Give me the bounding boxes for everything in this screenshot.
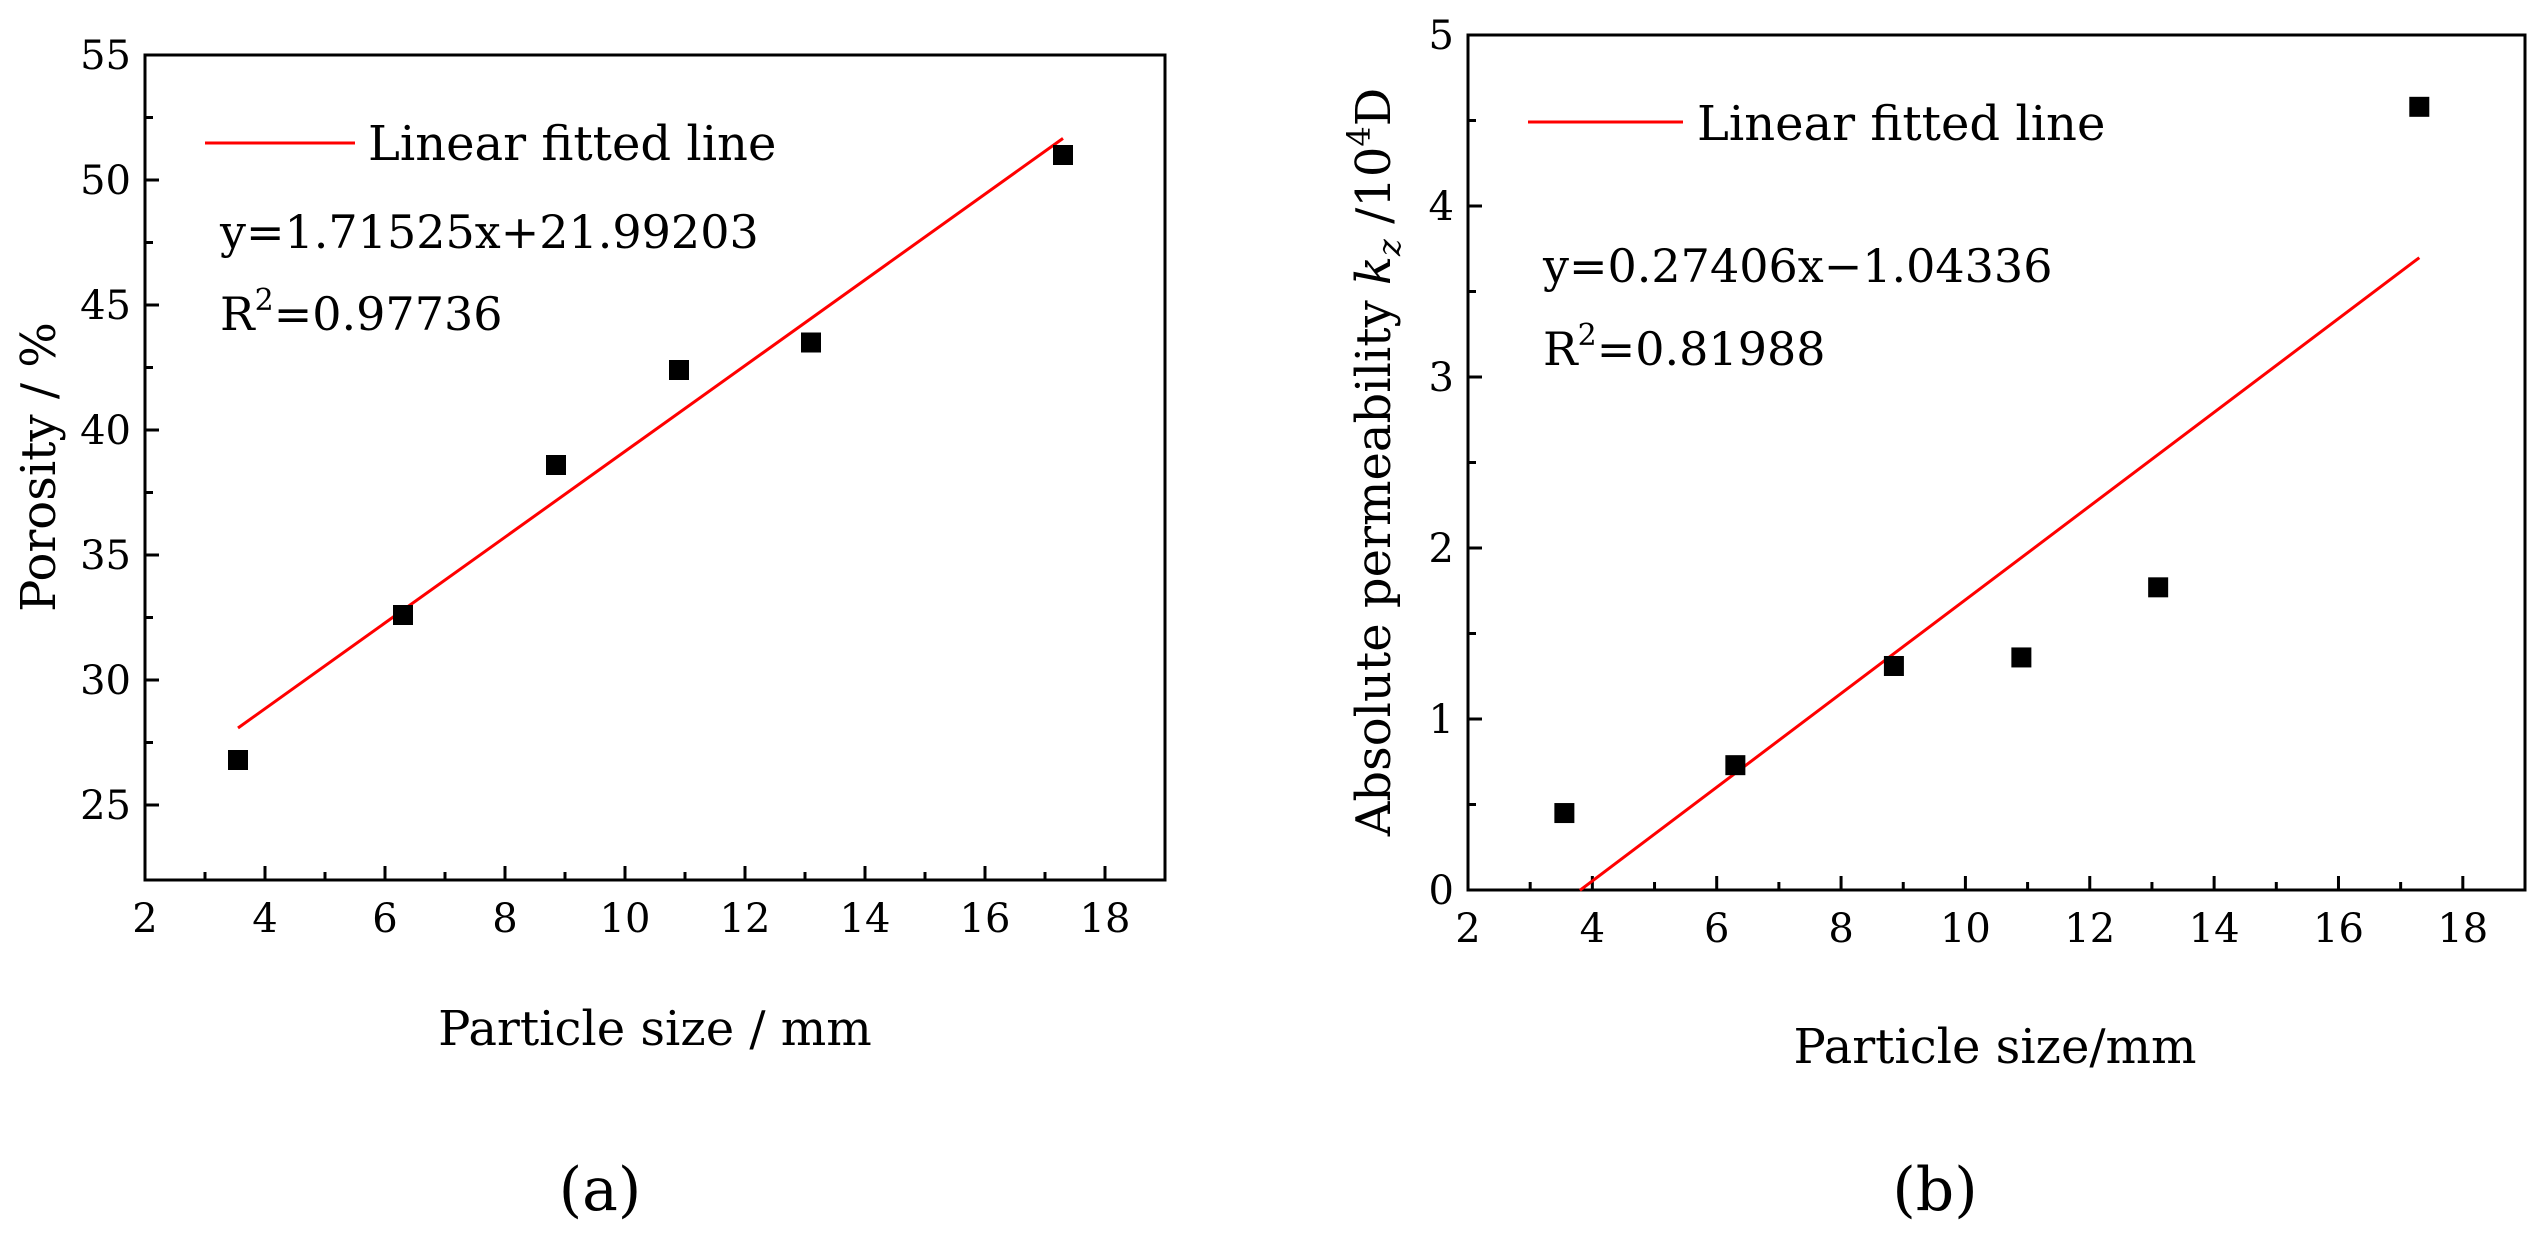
x-tick-label: 8 xyxy=(1828,906,1853,952)
x-tick-label: 12 xyxy=(720,896,771,942)
x-tick-label: 2 xyxy=(1455,906,1480,952)
data-point xyxy=(2148,577,2169,598)
y-tick-label: 40 xyxy=(80,408,131,454)
data-point xyxy=(2011,647,2032,668)
x-tick-label: 6 xyxy=(1704,906,1729,952)
y-tick-label: 2 xyxy=(1429,526,1454,572)
chart-panel-a: 2 4 6 8 10 12 14 16 18 25 30 35 40 45 50 55 Linear fitt… xyxy=(11,33,1167,1225)
legend-label: Linear fitted line xyxy=(368,116,776,172)
y-tick-label: 50 xyxy=(80,158,131,204)
fit-equation: y=0.27406x−1.04336 xyxy=(1542,239,2052,293)
x-axis-label: Particle size/mm xyxy=(1793,1019,2196,1075)
y-tick-label: 1 xyxy=(1429,697,1454,743)
y-tick-label: 30 xyxy=(80,658,131,704)
fit-line xyxy=(1579,256,2421,892)
x-axis-label: Particle size / mm xyxy=(438,1001,872,1057)
plot-area-frame xyxy=(1466,33,2527,892)
x-tick-label: 2 xyxy=(132,896,157,942)
y-tick-label: 4 xyxy=(1429,184,1454,230)
x-tick-label: 18 xyxy=(2437,906,2488,952)
fit-line xyxy=(237,137,1064,730)
x-tick-label: 16 xyxy=(2313,906,2364,952)
data-point xyxy=(801,332,821,353)
panel-label-b: (b) xyxy=(1892,1155,1977,1225)
axis-ticks: 2 4 6 8 10 12 14 16 18 25 30 35 40 45 50 55 xyxy=(80,33,1130,942)
x-tick-label: 12 xyxy=(2064,906,2115,952)
y-axis-label: Absolute permeability kz /104D xyxy=(1340,88,1408,838)
x-tick-label: 10 xyxy=(600,896,651,942)
x-tick-label: 6 xyxy=(372,896,397,942)
data-point xyxy=(546,455,566,475)
panel-label-a: (a) xyxy=(559,1155,642,1225)
data-point xyxy=(1554,803,1575,824)
x-tick-label: 4 xyxy=(1580,906,1605,952)
x-tick-label: 4 xyxy=(252,896,277,942)
x-tick-label: 16 xyxy=(960,896,1011,942)
data-point xyxy=(2409,96,2430,117)
data-point xyxy=(1883,655,1904,676)
y-tick-label: 35 xyxy=(80,533,131,579)
y-tick-label: 25 xyxy=(80,783,131,829)
data-point xyxy=(1053,145,1073,165)
data-points xyxy=(228,145,1073,770)
data-point xyxy=(669,360,689,380)
fit-line-layer xyxy=(237,137,1064,730)
y-tick-label: 3 xyxy=(1429,355,1454,401)
data-points xyxy=(1554,96,2430,824)
r-squared: R2=0.97736 xyxy=(220,283,503,341)
fit-equation: y=1.71525x+21.99203 xyxy=(219,205,759,259)
x-tick-label: 8 xyxy=(492,896,517,942)
y-tick-label: 0 xyxy=(1429,868,1454,914)
plot-area-frame xyxy=(143,53,1167,882)
legend-label: Linear fitted line xyxy=(1697,96,2105,152)
x-tick-label: 18 xyxy=(1080,896,1131,942)
data-point xyxy=(228,750,248,770)
y-axis-label: Porosity / % xyxy=(11,322,67,612)
x-tick-label: 14 xyxy=(840,896,891,942)
y-tick-label: 55 xyxy=(80,33,131,79)
fit-line-layer xyxy=(1579,256,2421,892)
data-point xyxy=(1725,755,1746,776)
x-tick-label: 10 xyxy=(1940,906,1991,952)
data-point xyxy=(393,605,413,625)
x-tick-label: 14 xyxy=(2189,906,2240,952)
y-tick-label: 5 xyxy=(1429,13,1454,59)
y-tick-label: 45 xyxy=(80,283,131,329)
r-squared: R2=0.81988 xyxy=(1543,318,1826,376)
